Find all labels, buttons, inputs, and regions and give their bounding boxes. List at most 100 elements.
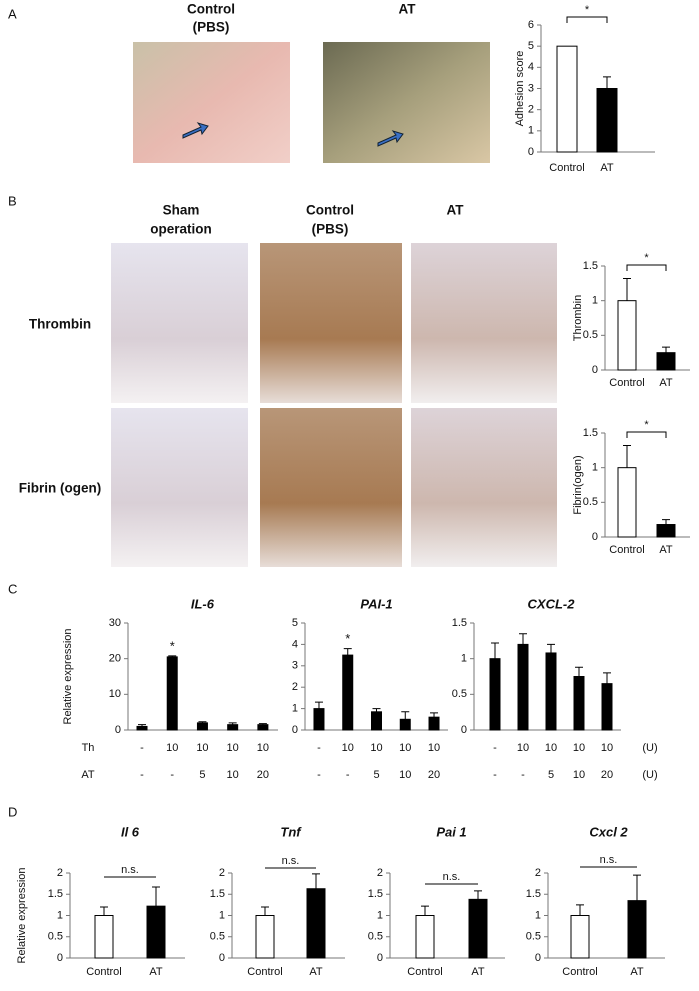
- y-tick-label: 5: [528, 40, 534, 52]
- photo: [260, 243, 402, 403]
- error-bar: [100, 906, 108, 916]
- condition-label: -: [317, 769, 321, 781]
- significance-label: n.s.: [443, 871, 461, 883]
- column-header: (PBS): [312, 222, 349, 237]
- chart-title: PAI-1: [360, 596, 392, 611]
- x-tick-label: AT: [659, 377, 673, 389]
- bar: [399, 718, 411, 731]
- error-bar: [519, 633, 527, 645]
- y-tick-label: 4: [292, 638, 298, 650]
- y-tick-label: 0.5: [526, 931, 541, 943]
- significance-bracket: [626, 431, 667, 438]
- significance-label: *: [345, 631, 350, 646]
- y-tick-label: 0: [592, 531, 598, 543]
- y-tick-label: 0: [528, 146, 534, 158]
- y-tick-label: 6: [528, 19, 534, 31]
- y-tick-label: 0: [377, 952, 383, 964]
- x-tick-label: Control: [562, 966, 597, 978]
- condition-label: 5: [548, 769, 554, 781]
- y-tick-label: 0: [292, 724, 298, 736]
- column-header: operation: [150, 222, 212, 237]
- condition-label: -: [493, 742, 497, 754]
- bar: [166, 656, 178, 731]
- y-tick-label: 1: [292, 703, 298, 715]
- condition-unit: (U): [642, 742, 657, 754]
- bar: [517, 643, 529, 731]
- condition-unit: (U): [642, 769, 657, 781]
- condition-label: -: [140, 742, 144, 754]
- y-tick-label: 0.5: [210, 931, 225, 943]
- condition-label: 10: [399, 769, 411, 781]
- significance-label: *: [644, 419, 649, 431]
- bar: [656, 352, 676, 371]
- error-bar: [261, 906, 269, 916]
- y-tick-label: 3: [292, 660, 298, 672]
- y-axis-label: Fibrin(ogen): [572, 455, 584, 514]
- chart-title: Tnf: [280, 824, 302, 839]
- photo-header: (PBS): [193, 20, 230, 35]
- error-bar: [343, 648, 352, 656]
- bar: [601, 683, 613, 731]
- error-bar: [258, 723, 267, 725]
- y-tick-label: 0: [219, 952, 225, 964]
- y-tick-label: 2: [219, 867, 225, 879]
- condition-label: 10: [517, 742, 529, 754]
- y-tick-label: 2: [377, 867, 383, 879]
- y-tick-label: 1.5: [526, 888, 541, 900]
- y-tick-label: 1: [592, 295, 598, 307]
- photo-header: AT: [399, 2, 417, 17]
- bar: [146, 905, 166, 959]
- column-header: Sham: [163, 203, 200, 218]
- y-tick-label: 0: [592, 364, 598, 376]
- condition-label: 10: [166, 742, 178, 754]
- x-tick-label: AT: [630, 966, 644, 978]
- error-bar: [312, 873, 320, 889]
- y-tick-label: 3: [528, 82, 534, 94]
- y-tick-label: 0: [535, 952, 541, 964]
- condition-label: 10: [428, 742, 440, 754]
- y-tick-label: 2: [528, 104, 534, 116]
- significance-label: n.s.: [121, 864, 139, 876]
- photos: [111, 42, 557, 567]
- x-tick-label: Control: [609, 544, 644, 556]
- y-tick-label: 1: [57, 909, 63, 921]
- condition-label: 5: [199, 769, 205, 781]
- bar: [196, 722, 208, 731]
- y-axis-label: Relative expression: [62, 629, 74, 725]
- condition-label: -: [493, 769, 497, 781]
- panel-label: D: [8, 804, 17, 819]
- photo: [411, 408, 557, 567]
- y-tick-label: 20: [109, 653, 121, 665]
- condition-label: 10: [196, 742, 208, 754]
- bar: [94, 915, 114, 959]
- x-tick-label: Control: [609, 377, 644, 389]
- y-tick-label: 1: [528, 125, 534, 137]
- x-tick-label: AT: [309, 966, 323, 978]
- chart-title: IL-6: [191, 596, 215, 611]
- condition-label: -: [170, 769, 174, 781]
- chart-title: Il 6: [121, 824, 140, 839]
- bar: [627, 900, 647, 959]
- error-bar: [421, 905, 429, 916]
- bar: [570, 915, 590, 959]
- y-tick-label: 1: [219, 909, 225, 921]
- y-tick-label: 10: [109, 688, 121, 700]
- significance-bracket: [566, 16, 608, 23]
- photo: [260, 408, 402, 567]
- error-bar: [547, 643, 555, 653]
- bar: [489, 658, 501, 731]
- error-bar: [633, 874, 641, 901]
- y-tick-label: 0: [57, 952, 63, 964]
- photo: [111, 243, 248, 403]
- significance-label: *: [644, 252, 649, 264]
- significance-bracket: [626, 264, 667, 271]
- condition-label: -: [317, 742, 321, 754]
- condition-label: 10: [227, 742, 239, 754]
- y-tick-label: 1: [461, 653, 467, 665]
- y-tick-label: 1.5: [583, 260, 598, 272]
- bar: [596, 88, 618, 153]
- y-tick-label: 2: [57, 867, 63, 879]
- error-bar: [474, 890, 482, 900]
- bar: [617, 300, 637, 371]
- error-bar: [603, 672, 611, 684]
